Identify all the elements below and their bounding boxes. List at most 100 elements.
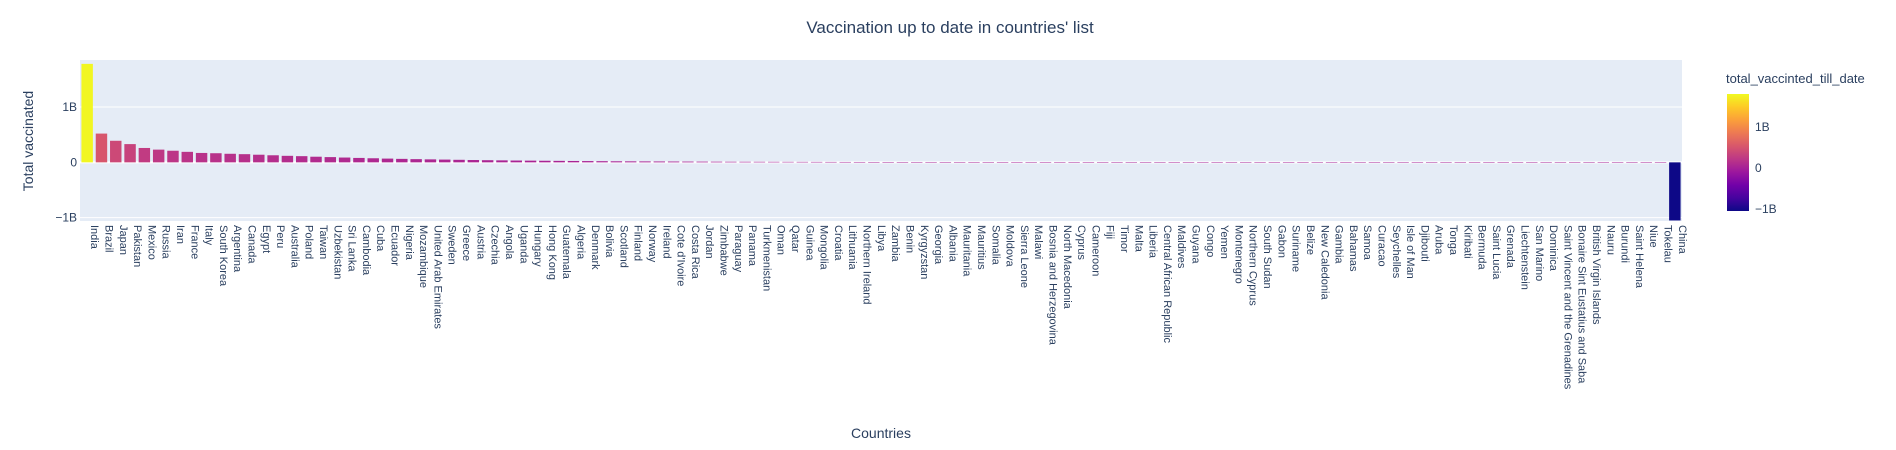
bar: [1096, 162, 1109, 163]
bar: [1297, 162, 1309, 163]
x-tick-label: Guyana: [1190, 225, 1202, 264]
bar: [1197, 162, 1209, 163]
x-tick-label: Sweden: [446, 225, 458, 265]
x-tick-label: France: [188, 225, 200, 259]
x-tick-label: Jordan: [703, 225, 715, 259]
colorbar-legend: total_vaccinted_till_date −1B 0 1B: [1726, 71, 1865, 216]
bar: [753, 161, 766, 163]
colorbar-tick-label: 1B: [1755, 120, 1770, 134]
x-tick-label: Zimbabwe: [718, 225, 730, 276]
bar: [882, 162, 894, 163]
bar: [81, 63, 93, 163]
x-tick-label: Finland: [632, 225, 644, 261]
bar: [1282, 162, 1295, 163]
bar: [1211, 162, 1223, 163]
x-tick-label: Lithuania: [846, 225, 858, 271]
x-tick-label: Oman: [775, 225, 787, 255]
bar: [639, 161, 651, 163]
x-tick-label: Sri Lanka: [346, 225, 358, 272]
x-tick-label: Curacao: [1375, 225, 1387, 267]
bar: [295, 156, 308, 163]
x-tick-label: Uganda: [517, 225, 529, 264]
x-tick-label: Aruba: [1433, 225, 1445, 255]
bar: [1454, 162, 1467, 163]
bar: [1411, 162, 1424, 163]
x-tick-label: Northern Cyprus: [1247, 225, 1259, 306]
x-tick-label: Hungary: [532, 225, 544, 267]
bar: [1611, 162, 1624, 163]
x-tick-label: Pakistan: [131, 225, 143, 267]
bar: [596, 161, 608, 163]
bar: [1468, 162, 1481, 163]
x-tick-label: Gambia: [1333, 225, 1345, 264]
x-tick-label: Fiji: [1104, 225, 1116, 239]
bar: [868, 162, 880, 163]
bar: [1554, 162, 1567, 163]
bar: [653, 161, 666, 163]
bar: [253, 154, 265, 163]
bar: [124, 144, 136, 163]
x-tick-label: Ireland: [660, 225, 672, 259]
x-tick-label: Bahamas: [1347, 225, 1359, 272]
bar: [953, 162, 966, 163]
bar: [582, 161, 594, 163]
x-tick-label: Hong Kong: [546, 225, 558, 280]
x-tick-label: Costa Rica: [689, 225, 701, 280]
x-tick-label: Scotland: [617, 225, 629, 268]
x-tick-label: South Korea: [217, 225, 229, 287]
x-tick-label: Angola: [503, 225, 515, 260]
x-tick-label: Saint Vincent and the Grenadines: [1561, 225, 1573, 390]
x-tick-label: Timor: [1118, 225, 1130, 253]
x-tick-label: Kiribati: [1461, 225, 1473, 259]
x-tick-label: San Marino: [1533, 225, 1545, 281]
x-tick-label: Greece: [460, 225, 472, 261]
bar: [996, 162, 1009, 163]
x-tick-label: Somalia: [989, 225, 1001, 266]
bar: [152, 149, 165, 163]
bar: [982, 162, 994, 163]
bar: [1139, 162, 1152, 163]
bar: [238, 154, 251, 163]
x-axis-title: Countries: [851, 425, 911, 441]
bar: [281, 155, 294, 163]
bar: [1540, 162, 1552, 163]
y-tick-labels: −1B 0 1B: [55, 100, 77, 225]
bar: [810, 161, 823, 163]
bar: [1125, 162, 1138, 163]
x-tick-label: Gabon: [1275, 225, 1287, 258]
x-tick-label: New Caledonia: [1318, 225, 1330, 300]
x-tick-label: Nauru: [1604, 225, 1616, 255]
bar: [1354, 162, 1366, 163]
x-tick-label: Argentina: [231, 225, 243, 273]
bar: [496, 160, 508, 163]
bar: [1669, 162, 1681, 221]
x-tick-label: Bosnia and Herzegovina: [1046, 225, 1058, 346]
bar: [853, 161, 866, 163]
bar: [439, 159, 451, 163]
bar: [1039, 162, 1052, 163]
x-tick-label: Nigeria: [403, 225, 415, 261]
bar: [1268, 162, 1281, 163]
bar: [1311, 162, 1323, 163]
x-tick-label: Mauritius: [975, 225, 987, 270]
x-tick-label: Panama: [746, 225, 758, 267]
x-tick-label: Liechtenstein: [1519, 225, 1531, 290]
x-tick-label: Malawi: [1032, 225, 1044, 259]
x-tick-label: Zambia: [889, 225, 901, 263]
bar: [338, 157, 351, 163]
x-tick-label: Malta: [1132, 225, 1144, 253]
bar: [95, 133, 108, 163]
bar: [481, 160, 494, 163]
bar: [353, 157, 365, 163]
x-tick-label: Dominica: [1547, 225, 1559, 272]
x-tick-label: Moldova: [1004, 225, 1016, 267]
x-tick-label: Qatar: [789, 225, 801, 253]
y-tick-label: 0: [70, 155, 77, 169]
colorbar-tick-label: 0: [1755, 161, 1762, 175]
x-tick-label: Tokelau: [1662, 225, 1674, 263]
x-tick-label: Cuba: [374, 225, 386, 252]
bar: [1597, 162, 1610, 163]
bar: [839, 161, 851, 163]
bar: [1440, 162, 1452, 163]
x-tick-label: Tonga: [1447, 225, 1459, 256]
